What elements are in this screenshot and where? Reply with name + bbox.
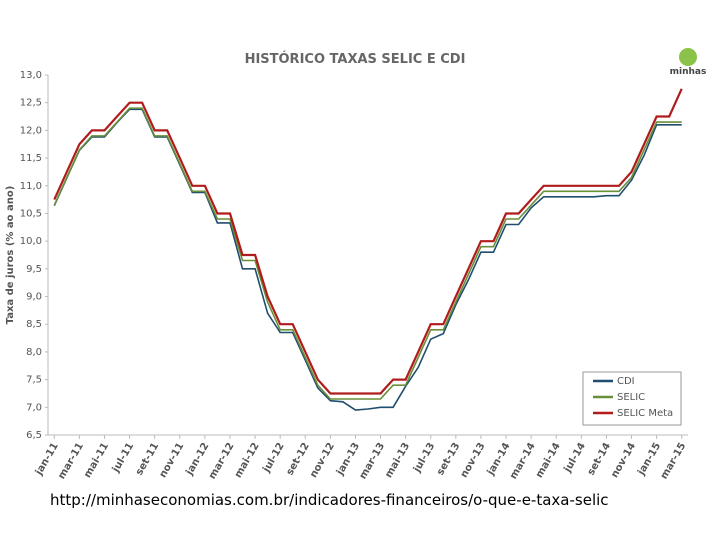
y-axis-title: Taxa de juros (% ao ano) xyxy=(5,186,16,325)
y-tick-label: 10,0 xyxy=(20,236,42,247)
y-tick-label: 10,5 xyxy=(20,208,42,219)
y-tick-label: 6,5 xyxy=(26,430,42,441)
series-line xyxy=(53,88,683,395)
y-tick-label: 11,0 xyxy=(20,181,42,192)
legend-label: SELIC xyxy=(617,392,645,403)
y-tick-label: 7,0 xyxy=(26,402,42,413)
y-tick-label: 8,5 xyxy=(26,319,42,330)
series-line xyxy=(53,107,682,400)
series-line xyxy=(53,108,682,411)
y-tick-label: 9,5 xyxy=(26,264,42,275)
y-tick-label: 12,5 xyxy=(20,98,42,109)
chart-title: HISTÓRICO TAXAS SELIC E CDI xyxy=(245,51,466,67)
y-tick-label: 8,0 xyxy=(26,347,42,358)
y-tick-label: 11,5 xyxy=(20,153,42,164)
legend-label: SELIC Meta xyxy=(617,408,673,419)
y-tick-label: 12,0 xyxy=(20,125,42,136)
y-tick-label: 7,5 xyxy=(26,375,42,386)
footer-url: http://minhaseconomias.com.br/indicadore… xyxy=(50,491,609,509)
logo-text: minhas xyxy=(670,67,707,77)
logo-icon xyxy=(679,48,697,66)
y-tick-label: 13,0 xyxy=(20,70,42,81)
y-tick-label: 9,0 xyxy=(26,292,42,303)
legend-label: CDI xyxy=(617,376,635,387)
